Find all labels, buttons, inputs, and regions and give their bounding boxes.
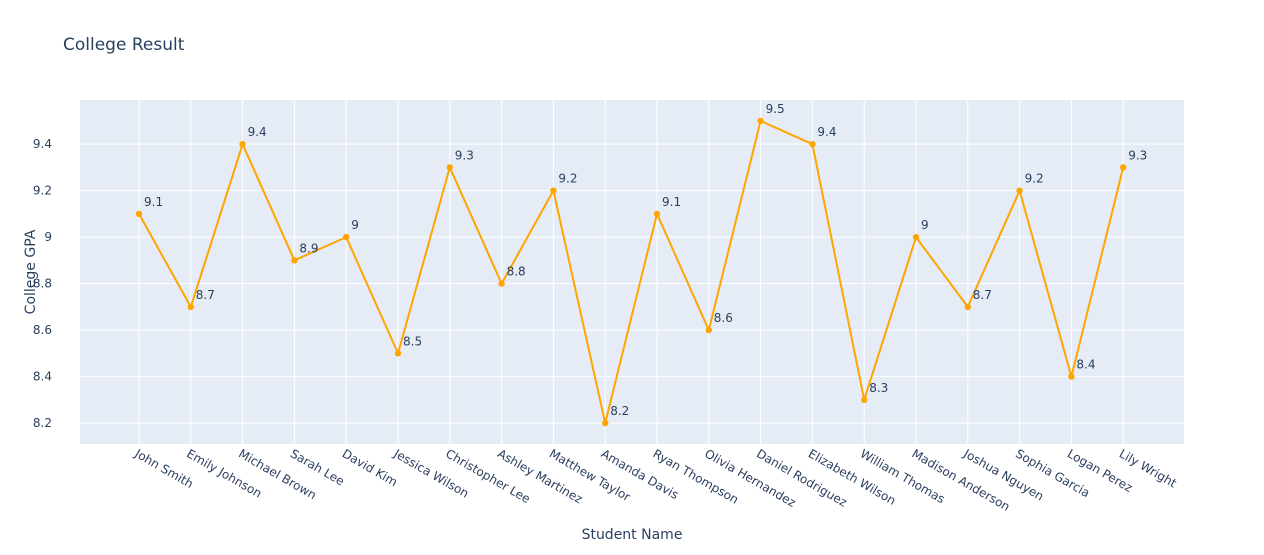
data-label: 9.1	[144, 195, 163, 209]
data-label: 8.6	[714, 311, 733, 325]
data-point	[861, 396, 868, 404]
data-point	[187, 303, 194, 311]
data-point	[1068, 373, 1075, 380]
data-label: 9.2	[1025, 172, 1044, 186]
x-axis-title: Student Name	[582, 527, 683, 543]
data-point	[809, 140, 816, 148]
y-tick-label: 8.2	[33, 416, 52, 430]
y-tick-label: 9.4	[33, 137, 52, 151]
data-point	[550, 187, 557, 194]
data-label: 8.8	[507, 265, 526, 279]
data-label: 8.2	[610, 404, 629, 418]
x-tick-label: Elizabeth Wilson	[806, 446, 898, 507]
series-line	[138, 119, 1125, 425]
data-point	[1120, 164, 1127, 171]
x-tick-label: Daniel Rodriguez	[754, 446, 849, 509]
y-axis-title: College GPA	[23, 229, 39, 314]
data-label: 9	[351, 218, 359, 232]
data-point	[498, 280, 505, 287]
data-point	[1016, 187, 1023, 194]
x-tick-label: Ryan Thompson	[651, 446, 741, 506]
data-label: 8.7	[196, 288, 215, 302]
x-tick-label: David Kim	[340, 446, 400, 489]
data-label: 9.5	[766, 102, 785, 116]
y-tick-label: 8.6	[33, 323, 52, 337]
data-point	[653, 210, 661, 218]
data-point	[757, 117, 764, 125]
x-tick-label: Olivia Hernandez	[702, 446, 798, 509]
y-tick-label: 8.4	[33, 370, 52, 384]
data-label: 8.9	[299, 241, 318, 255]
data-label: 8.4	[1076, 358, 1095, 372]
y-tick-label: 9	[44, 230, 52, 244]
data-point	[602, 419, 609, 427]
plot-background	[80, 100, 1184, 444]
data-point	[343, 233, 350, 241]
data-point	[964, 303, 971, 311]
data-point	[705, 326, 712, 334]
data-point	[135, 210, 143, 218]
data-point	[446, 164, 453, 171]
data-label: 8.5	[403, 334, 422, 348]
data-point	[239, 140, 246, 148]
data-label: 8.7	[973, 288, 992, 302]
data-label: 8.3	[869, 381, 888, 395]
chart-title: College Result	[63, 35, 185, 55]
y-tick-label: 9.2	[33, 184, 52, 198]
data-label: 9.3	[1128, 148, 1147, 162]
data-label: 9.3	[455, 148, 474, 162]
data-point	[912, 233, 920, 241]
x-tick-label: John Smith	[132, 446, 196, 491]
data-label: 9.2	[558, 172, 577, 186]
data-label: 9.1	[662, 195, 681, 209]
data-label: 9.4	[248, 125, 267, 139]
data-label: 9	[921, 218, 929, 232]
y-tick-label: 8.8	[33, 277, 52, 291]
x-tick-label: Ashley Martinez	[495, 446, 585, 506]
data-label: 9.4	[817, 125, 836, 139]
data-point	[291, 257, 298, 264]
data-point	[394, 350, 402, 357]
